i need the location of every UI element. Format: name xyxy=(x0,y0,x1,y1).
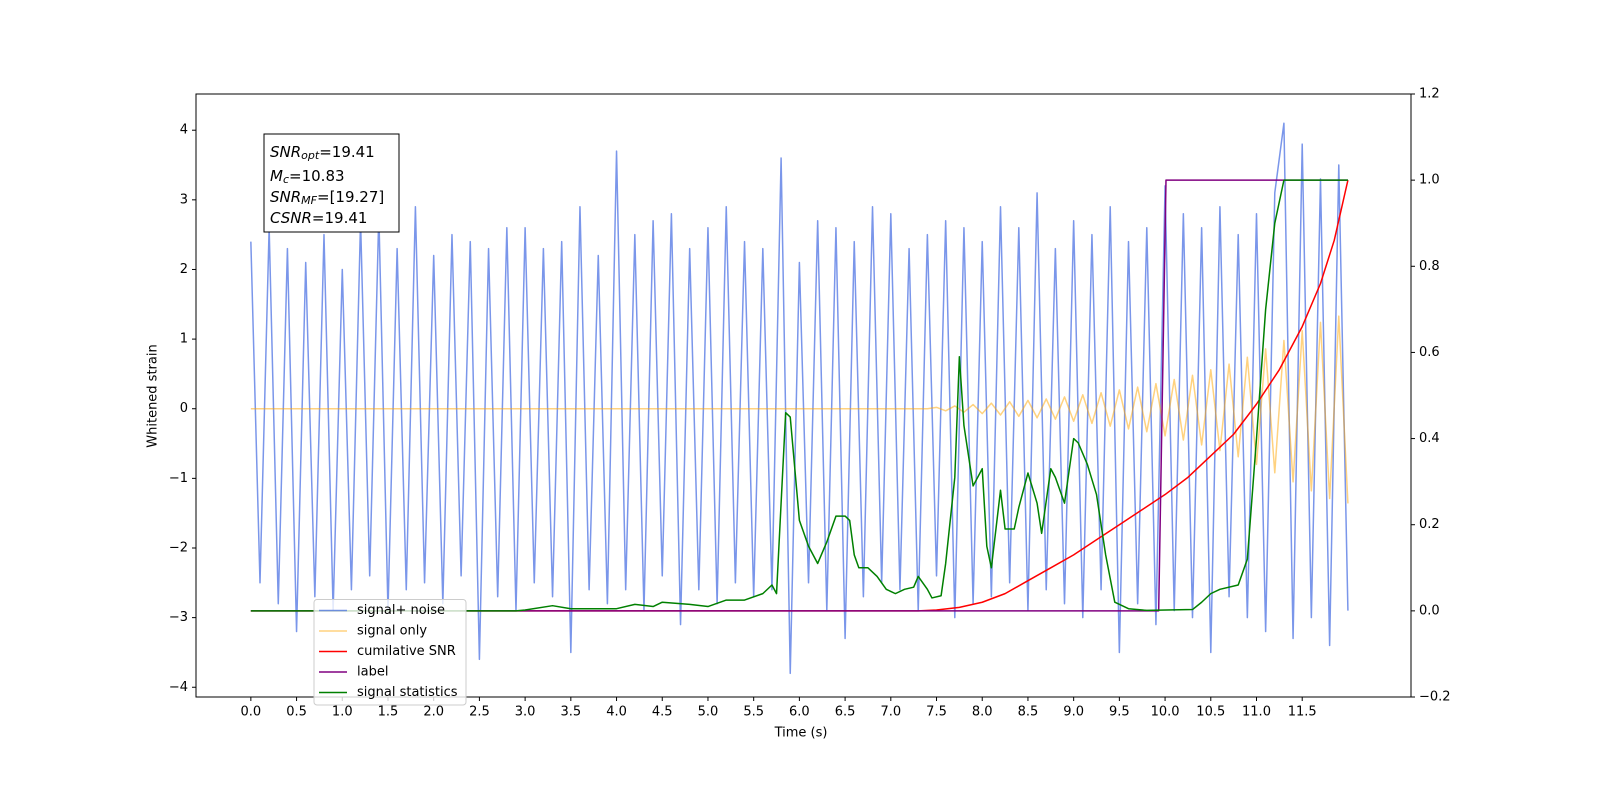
x-tick-label: 7.5 xyxy=(926,705,947,720)
series-line xyxy=(250,179,1348,612)
x-tick-label: 2.5 xyxy=(469,705,490,720)
series-line xyxy=(250,179,1348,612)
x-tick-label: 7.0 xyxy=(880,705,901,720)
y-tick-label: 1 xyxy=(180,332,188,347)
x-tick-label: 10.0 xyxy=(1151,705,1180,720)
annotation-suffix: =19.41 xyxy=(312,209,368,227)
annotation-base: CSNR xyxy=(270,209,312,227)
x-axis-label: Time (s) xyxy=(774,726,828,741)
x-tick-label: 1.0 xyxy=(332,705,353,720)
x-tick-label: 0.5 xyxy=(286,705,307,720)
legend-label: signal only xyxy=(357,624,427,639)
annotation-base: SNR xyxy=(270,143,301,161)
series-line xyxy=(250,315,1349,504)
y-tick-label: −4 xyxy=(169,680,188,695)
y-tick-label: 3 xyxy=(180,192,188,207)
x-tick-label: 10.5 xyxy=(1196,705,1225,720)
x-tick-label: 1.5 xyxy=(378,705,399,720)
annotation-line: SNRopt=19.41 xyxy=(270,143,375,163)
y2-tick-label: 1.0 xyxy=(1419,173,1440,188)
plot-frame xyxy=(195,93,1412,698)
series-line xyxy=(250,179,1349,612)
annotation-subscript: opt xyxy=(301,149,320,162)
y-tick-label: 0 xyxy=(180,401,188,416)
annotation-base: M xyxy=(270,167,283,185)
y2-tick-label: −0.2 xyxy=(1419,690,1451,705)
x-tick-label: 11.5 xyxy=(1288,705,1317,720)
y-tick-label: 4 xyxy=(180,123,188,138)
y-axis-label: Whitened strain xyxy=(146,344,161,447)
annotation-box xyxy=(263,133,400,233)
legend-label: signal statistics xyxy=(357,685,458,700)
annotation-subscript: c xyxy=(283,173,289,186)
series-line xyxy=(250,122,1349,675)
legend-label: label xyxy=(357,665,388,680)
x-tick-label: 6.5 xyxy=(835,705,856,720)
y2-tick-label: 0.2 xyxy=(1419,517,1440,532)
x-tick-label: 3.5 xyxy=(560,705,581,720)
annotation-line: SNRMF=[19.27] xyxy=(270,188,384,208)
x-tick-label: 8.0 xyxy=(972,705,993,720)
x-tick-label: 2.0 xyxy=(423,705,444,720)
y-tick-label: −3 xyxy=(169,610,188,625)
x-tick-label: 4.0 xyxy=(606,705,627,720)
annotation-suffix: =10.83 xyxy=(289,167,345,185)
x-tick-label: 9.0 xyxy=(1063,705,1084,720)
x-tick-label: 0.0 xyxy=(241,705,262,720)
legend-label: signal+ noise xyxy=(357,603,445,618)
annotation-line: CSNR=19.41 xyxy=(270,209,367,227)
annotation-suffix: =[19.27] xyxy=(317,188,384,206)
y-tick-label: −1 xyxy=(169,471,188,486)
y2-tick-label: 0.8 xyxy=(1419,259,1440,274)
x-tick-label: 4.5 xyxy=(652,705,673,720)
y-tick-label: −2 xyxy=(169,540,188,555)
x-tick-label: 5.0 xyxy=(698,705,719,720)
y2-tick-label: 0.4 xyxy=(1419,431,1440,446)
y2-tick-label: 0.0 xyxy=(1419,603,1440,618)
y-tick-label: 2 xyxy=(180,262,188,277)
annotation-line: Mc=10.83 xyxy=(270,167,345,187)
annotation-subscript: MF xyxy=(301,194,317,207)
x-tick-label: 5.5 xyxy=(743,705,764,720)
x-tick-label: 6.0 xyxy=(789,705,810,720)
y2-tick-label: 0.6 xyxy=(1419,345,1440,360)
y2-tick-label: 1.2 xyxy=(1419,87,1440,102)
x-tick-label: 8.5 xyxy=(1018,705,1039,720)
x-tick-label: 3.0 xyxy=(515,705,536,720)
legend-box xyxy=(313,599,467,706)
annotation-suffix: =19.41 xyxy=(319,143,375,161)
x-tick-label: 9.5 xyxy=(1109,705,1130,720)
annotation-base: SNR xyxy=(270,188,301,206)
legend-label: cumilative SNR xyxy=(357,644,456,659)
x-tick-label: 11.0 xyxy=(1242,705,1271,720)
